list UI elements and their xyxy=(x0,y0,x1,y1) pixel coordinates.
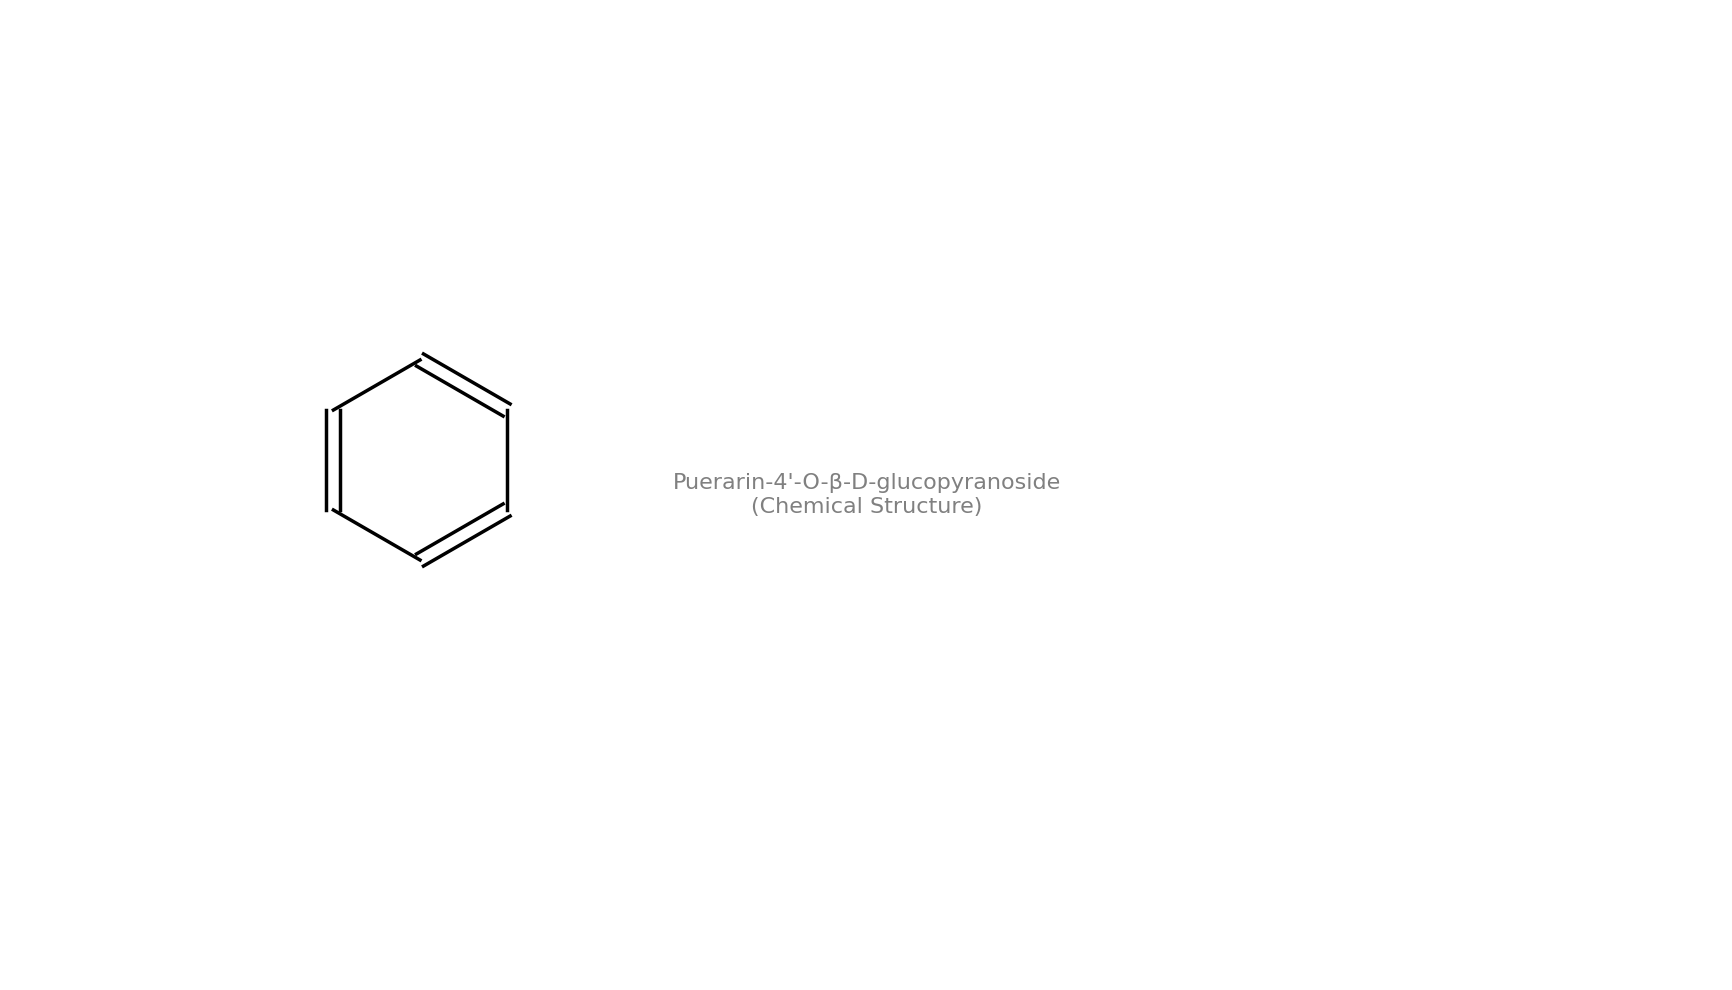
Text: Puerarin-4'-O-β-D-glucopyranoside
(Chemical Structure): Puerarin-4'-O-β-D-glucopyranoside (Chemi… xyxy=(672,473,1060,517)
